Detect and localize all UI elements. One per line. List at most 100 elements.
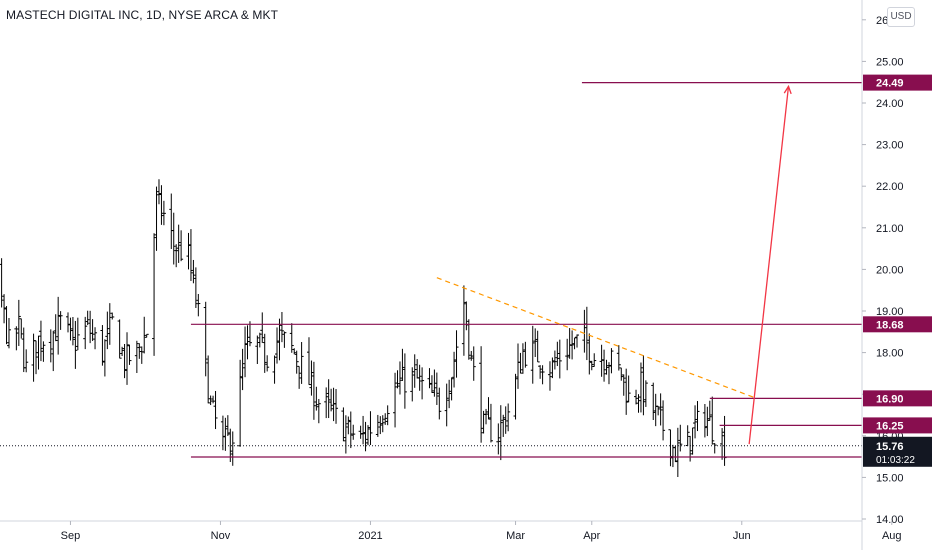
ohlc-bar [397,361,402,395]
ohlc-bar [634,389,639,405]
ohlc-bar [695,401,700,432]
x-tick-label: Sep [61,530,81,542]
trend-line[interactable] [436,277,757,399]
ohlc-bar [348,411,353,449]
ohlc-bar [523,341,528,368]
ohlc-bar [449,377,454,401]
ohlc-bar [134,340,139,373]
ohlc-bar [282,331,287,348]
ohlc-bar [616,345,621,371]
ohlc-bar [606,362,611,385]
ohlc-bar [712,443,717,454]
ohlc-bar [243,326,248,378]
ohlc-bar [51,330,56,372]
ohlc-bar [257,332,262,348]
y-tick-label: 23.00 [876,140,904,152]
ohlc-bar [174,244,179,268]
ohlc-bar [547,361,552,391]
ohlc-bar [589,360,594,371]
ohlc-bar [570,330,575,360]
drawings[interactable] [436,84,792,445]
ohlc-bar [70,316,75,346]
ohlc-bar [203,301,208,377]
x-tick-label: Nov [211,530,231,542]
ohlc-bar [638,362,643,413]
ohlc-bar [466,319,471,360]
ohlc-bar [105,311,110,350]
ohlc-bar [154,186,159,251]
ohlc-bar [351,424,356,440]
projection-arrowhead[interactable] [783,84,792,95]
ohlc-bar [117,319,122,359]
ohlc-bar [299,342,304,384]
ohlc-bar [380,415,385,433]
ohlc-bar [575,334,580,348]
ohlc-bar [469,350,474,361]
currency-button[interactable]: USD [887,7,915,27]
ohlc-bar [275,327,280,364]
y-tick-label: 25.00 [876,56,904,68]
ohlc-bar [208,395,213,406]
ohlc-bar [297,365,302,389]
ohlc-bar [73,320,78,369]
x-axis[interactable]: Sep Nov 2021 Mar Apr Jun Aug [0,520,902,542]
ohlc-bar [0,258,4,308]
ohlc-bar [651,382,656,420]
ohlc-bar [641,355,646,416]
ohlc-bar [238,359,243,447]
ohlc-bar [142,316,147,354]
chart-title: MASTECH DIGITAL INC, 1D, NYSE ARCA & MKT [6,8,279,22]
ohlc-bar [346,416,351,435]
ohlc-bar [16,299,21,346]
ohlc-bar [393,372,398,428]
level-label-bg [863,316,932,333]
ohlc-bar [484,408,489,425]
ohlc-bar [206,355,211,404]
ohlc-bar [636,394,641,413]
ohlc-bar [176,224,181,263]
ohlc-bar [294,350,299,374]
ohlc-bar [535,330,540,363]
ohlc-bar [6,317,11,349]
ohlc-bar [693,405,698,439]
x-tick-label: Jun [733,530,751,542]
ohlc-bar [309,360,314,396]
ohlc-bar [292,348,297,355]
ohlc-bar [444,383,449,427]
ohlc-bar [447,379,452,409]
ohlc-bar [211,395,216,404]
ohlc-bar [412,354,417,388]
ohlc-bar [196,293,201,317]
x-tick-label: Aug [882,530,902,542]
ohlc-bar [58,311,63,330]
ohlc-bar [587,333,592,375]
ohlc-bar [567,328,572,359]
ohlc-bar [159,185,164,225]
ohlc-bar [661,400,666,441]
ohlc-bar [400,348,405,381]
ohlc-bar [552,350,557,370]
ohlc-bar [186,232,191,270]
ohlc-bar [434,372,439,405]
x-tick-label: Apr [583,530,600,542]
ohlc-bar [488,403,493,443]
ohlc-bar [191,259,196,284]
ohlc-bar [498,405,503,461]
ohlc-bar [193,267,198,308]
y-tick-label: 22.00 [876,181,904,193]
ohlc-bar [102,339,107,377]
ohlc-bar [675,427,680,478]
ohlc-bar [427,368,432,389]
ohlc-bar [530,325,535,384]
ohlc-bar [368,411,373,445]
ohlc-bar [518,352,523,374]
ohlc-bar [260,312,265,343]
projection-arrow-shaft[interactable] [748,86,790,445]
ohlc-bar [14,326,19,351]
horizontal-levels[interactable] [0,82,862,458]
last-price-label-bg [863,436,932,467]
ohlc-bar [461,285,466,356]
ohlc-bar [48,329,53,363]
